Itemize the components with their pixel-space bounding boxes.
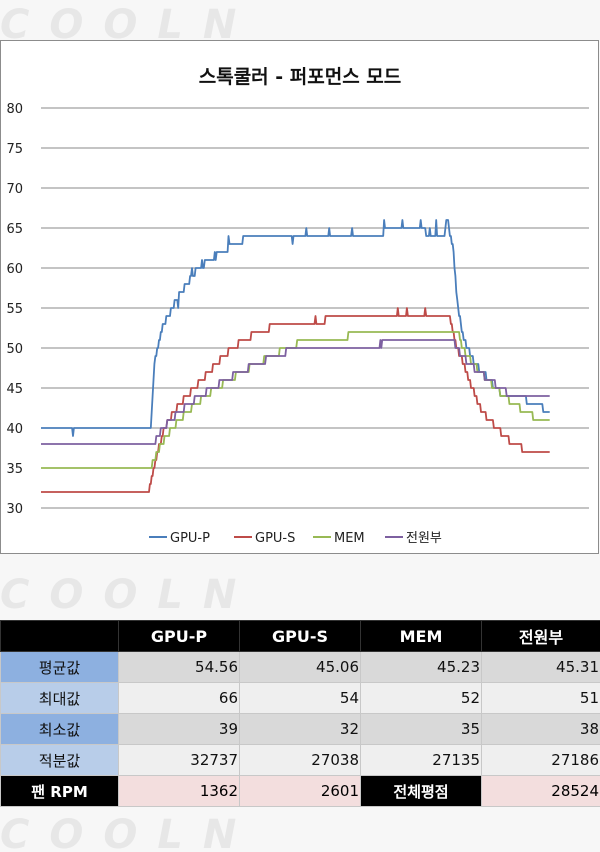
y-tick-label: 80 bbox=[6, 102, 23, 117]
table-cell: 32 bbox=[240, 714, 361, 745]
header-power: 전원부 bbox=[482, 621, 600, 652]
header-gpu-s: GPU-S bbox=[240, 621, 361, 652]
table-cell: 27135 bbox=[361, 745, 482, 776]
table-cell: 32737 bbox=[119, 745, 240, 776]
fan-rpm-label: 팬 RPM bbox=[1, 776, 119, 807]
y-tick-label: 55 bbox=[6, 302, 23, 317]
line-chart: 스톡쿨러 - 퍼포먼스 모드 30 35 40 45 50 55 60 65 70 75 80 GP… bbox=[1, 41, 600, 555]
y-tick-label: 70 bbox=[6, 182, 23, 197]
table-corner bbox=[1, 621, 119, 652]
header-gpu-p: GPU-P bbox=[119, 621, 240, 652]
table-cell: 27186 bbox=[482, 745, 600, 776]
series-line-0 bbox=[41, 220, 550, 436]
table-row-integral: 적분값 32737 27038 27135 27186 bbox=[1, 745, 600, 776]
table-cell: 35 bbox=[361, 714, 482, 745]
row-label: 최대값 bbox=[1, 683, 119, 714]
y-tick-label: 65 bbox=[6, 222, 23, 237]
table-cell: 38 bbox=[482, 714, 600, 745]
table-cell: 39 bbox=[119, 714, 240, 745]
total-score-value: 28524 bbox=[482, 776, 600, 807]
table-cell: 66 bbox=[119, 683, 240, 714]
y-tick-label: 50 bbox=[6, 342, 23, 357]
table-cell: 45.06 bbox=[240, 652, 361, 683]
y-tick-label: 60 bbox=[6, 262, 23, 277]
legend-label: GPU-S bbox=[255, 531, 295, 546]
table-row-fan: 팬 RPM 1362 2601 전체평점 28524 bbox=[1, 776, 600, 807]
table-cell: 51 bbox=[482, 683, 600, 714]
chart-area: 스톡쿨러 - 퍼포먼스 모드 30 35 40 45 50 55 60 65 70 75 80 GP… bbox=[0, 40, 599, 554]
watermark-top: COOLN bbox=[0, 2, 600, 42]
y-tick-label: 35 bbox=[6, 462, 23, 477]
legend-label: 전원부 bbox=[406, 531, 442, 546]
table-row-average: 평균값 54.56 45.06 45.23 45.31 bbox=[1, 652, 600, 683]
fan-rpm-value: 1362 bbox=[119, 776, 240, 807]
watermark-bottom: COOLN bbox=[0, 812, 600, 852]
y-tick-label: 75 bbox=[6, 142, 23, 157]
row-label: 최소값 bbox=[1, 714, 119, 745]
legend: GPU-P GPU-S MEM 전원부 bbox=[149, 531, 442, 546]
fan-rpm-value: 2601 bbox=[240, 776, 361, 807]
series-lines bbox=[41, 220, 550, 492]
table-header-row: GPU-P GPU-S MEM 전원부 bbox=[1, 621, 600, 652]
total-score-label: 전체평점 bbox=[361, 776, 482, 807]
y-tick-label: 40 bbox=[6, 422, 23, 437]
series-line-2 bbox=[41, 332, 550, 468]
table-cell: 27038 bbox=[240, 745, 361, 776]
table-cell: 45.31 bbox=[482, 652, 600, 683]
table-cell: 45.23 bbox=[361, 652, 482, 683]
legend-label: MEM bbox=[334, 531, 365, 546]
table-row-max: 최대값 66 54 52 51 bbox=[1, 683, 600, 714]
row-label: 평균값 bbox=[1, 652, 119, 683]
table-row-min: 최소값 39 32 35 38 bbox=[1, 714, 600, 745]
series-line-1 bbox=[41, 308, 550, 492]
table-cell: 54.56 bbox=[119, 652, 240, 683]
y-axis-ticks: 30 35 40 45 50 55 60 65 70 75 80 bbox=[6, 102, 23, 517]
row-label: 적분값 bbox=[1, 745, 119, 776]
stats-table: GPU-P GPU-S MEM 전원부 평균값 54.56 45.06 45.2… bbox=[0, 620, 600, 807]
legend-label: GPU-P bbox=[170, 531, 210, 546]
watermark-middle: COOLN bbox=[0, 572, 600, 612]
table-cell: 54 bbox=[240, 683, 361, 714]
y-tick-label: 45 bbox=[6, 382, 23, 397]
chart-title: 스톡쿨러 - 퍼포먼스 모드 bbox=[199, 66, 402, 88]
table-cell: 52 bbox=[361, 683, 482, 714]
grid bbox=[41, 108, 589, 508]
y-tick-label: 30 bbox=[6, 502, 23, 517]
header-mem: MEM bbox=[361, 621, 482, 652]
